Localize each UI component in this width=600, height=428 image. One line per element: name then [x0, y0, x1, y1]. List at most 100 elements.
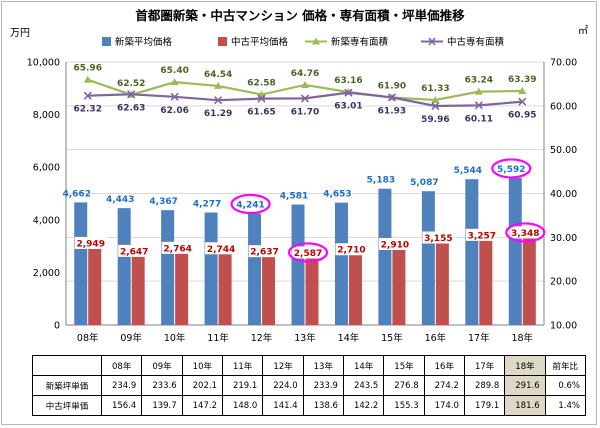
used-area-label: 62.63: [117, 103, 145, 113]
used-area-marker: [344, 88, 353, 97]
highlight-ellipse: [505, 222, 546, 243]
table-cell: 0.6%: [544, 375, 587, 396]
legend-item: 中古平均価格: [218, 36, 289, 48]
table-cell: 233.6: [141, 375, 183, 396]
table-cell: 179.1: [463, 395, 506, 416]
used-area-label: 59.96: [421, 115, 449, 125]
used-price-label: 3,257: [468, 231, 496, 241]
table-cell: 174.0: [423, 395, 465, 416]
used-area-label: 60.95: [508, 111, 536, 121]
used-price-bar: [131, 255, 145, 325]
used-area-marker: [214, 96, 223, 105]
new-area-label: 61.90: [378, 82, 406, 92]
used-price-label-bg: [422, 231, 455, 244]
left-tick-label: 4,000: [33, 215, 60, 226]
new-area-label: 65.40: [160, 66, 188, 76]
used-area-marker: [474, 101, 483, 110]
table-cell: 289.8: [463, 375, 506, 396]
new-price-bar: [204, 212, 218, 325]
bars: [74, 177, 536, 325]
used-area-label: 61.70: [291, 107, 319, 117]
new-area-label: 63.24: [465, 76, 493, 86]
used-area-label: 61.93: [378, 106, 406, 116]
x-tick-label: 08年: [77, 332, 99, 344]
new-price-bar: [508, 177, 522, 325]
legend-swatch: [218, 37, 227, 46]
used-area-marker-stroke: [170, 92, 179, 101]
used-area-label: 63.01: [334, 102, 362, 112]
new-area-label: 65.96: [73, 64, 101, 74]
used-area-marker-stroke: [518, 97, 527, 106]
used-price-bar: [348, 253, 362, 325]
left-tick-label: 2,000: [33, 268, 60, 279]
x-tick-label: 10年: [164, 332, 186, 344]
table-cell: 138.6: [302, 395, 344, 416]
used-area-label: 61.29: [204, 109, 232, 119]
used-price-label-bg: [248, 245, 281, 258]
right-tick-label: 10.00: [550, 321, 577, 332]
table-header-row: 08年 09年 10年 11年 12年 13年 14年 15年 16年 17年 18年 前年比: [32, 355, 587, 376]
new-price-bar: [117, 208, 131, 325]
x-tick-label: 16年: [425, 332, 447, 344]
new-area-label: 62.52: [117, 79, 145, 89]
used-price-label: 3,348: [511, 229, 539, 239]
legend-swatch: [102, 37, 111, 46]
used-price-bar: [392, 248, 406, 325]
table-header-cell: 前年比: [544, 355, 587, 376]
new-area-label: 63.16: [334, 76, 362, 86]
new-price-label: 5,592: [497, 165, 525, 175]
used-price-label-bg: [118, 244, 151, 257]
highlight-ellipse: [491, 158, 532, 179]
used-price-label: 3,155: [424, 234, 452, 244]
used-price-label: 2,949: [76, 239, 104, 249]
used-area-marker-stroke: [387, 93, 396, 102]
used-price-label-bg: [509, 226, 542, 239]
left-tick-label: 6,000: [33, 163, 60, 174]
used-price-bar: [88, 247, 102, 325]
new-price-label: 4,443: [106, 195, 134, 205]
x-tick-label: 17年: [468, 332, 490, 344]
used-area-marker-stroke: [344, 88, 353, 97]
table-corner-cell: [32, 355, 102, 376]
new-area-marker: [301, 80, 309, 88]
table-cell: 181.6: [504, 395, 546, 416]
used-price-label: 2,764: [163, 244, 191, 254]
table-cell: 156.4: [100, 395, 143, 416]
used-price-label: 2,710: [337, 246, 365, 256]
table-header-cell: 13年: [302, 355, 344, 376]
used-price-label: 2,637: [250, 248, 278, 258]
table-cell: 202.1: [181, 375, 223, 396]
table-row-label: 中古坪単価: [32, 395, 102, 416]
table-row: 中古坪単価 156.4 139.7 147.2 148.0 141.4 138.6 142.2…: [32, 395, 587, 416]
table-header-cell: 09年: [141, 355, 183, 376]
legend-item: 新築平均価格: [102, 36, 173, 48]
new-price-label: 5,087: [410, 178, 438, 188]
x-tick-label: 15年: [381, 332, 403, 344]
legend-label: 新築専有面積: [331, 36, 389, 48]
used-price-label-bg: [378, 237, 411, 250]
used-area-marker: [300, 94, 310, 103]
used-area-marker-stroke: [474, 101, 483, 110]
table-cell: 224.0: [262, 375, 304, 396]
legend-item: 新築専有面積: [305, 36, 389, 48]
x-tick-label: 11年: [207, 332, 229, 344]
table-cell: 142.2: [342, 395, 385, 416]
table-cell: 155.3: [383, 395, 425, 416]
used-price-label-bg: [205, 242, 238, 255]
new-area-marker: [214, 81, 223, 89]
left-tick-label: 0: [54, 321, 60, 332]
new-area-label: 63.39: [508, 75, 536, 85]
new-area-marker: [170, 78, 179, 86]
new-area-marker: [83, 75, 92, 83]
legend-marker: [428, 37, 436, 46]
left-tick-label: 10,000: [27, 58, 60, 69]
legend-label: 中古専有面積: [447, 36, 505, 48]
right-tick-label: 40.00: [550, 189, 577, 200]
new-price-bar: [74, 202, 88, 325]
used-price-bar: [522, 236, 536, 325]
legend-label: 新築平均価格: [115, 36, 173, 48]
used-area-label: 62.32: [73, 105, 101, 115]
right-tick-label: 50.00: [550, 145, 577, 156]
used-area-label: 62.06: [160, 106, 188, 116]
